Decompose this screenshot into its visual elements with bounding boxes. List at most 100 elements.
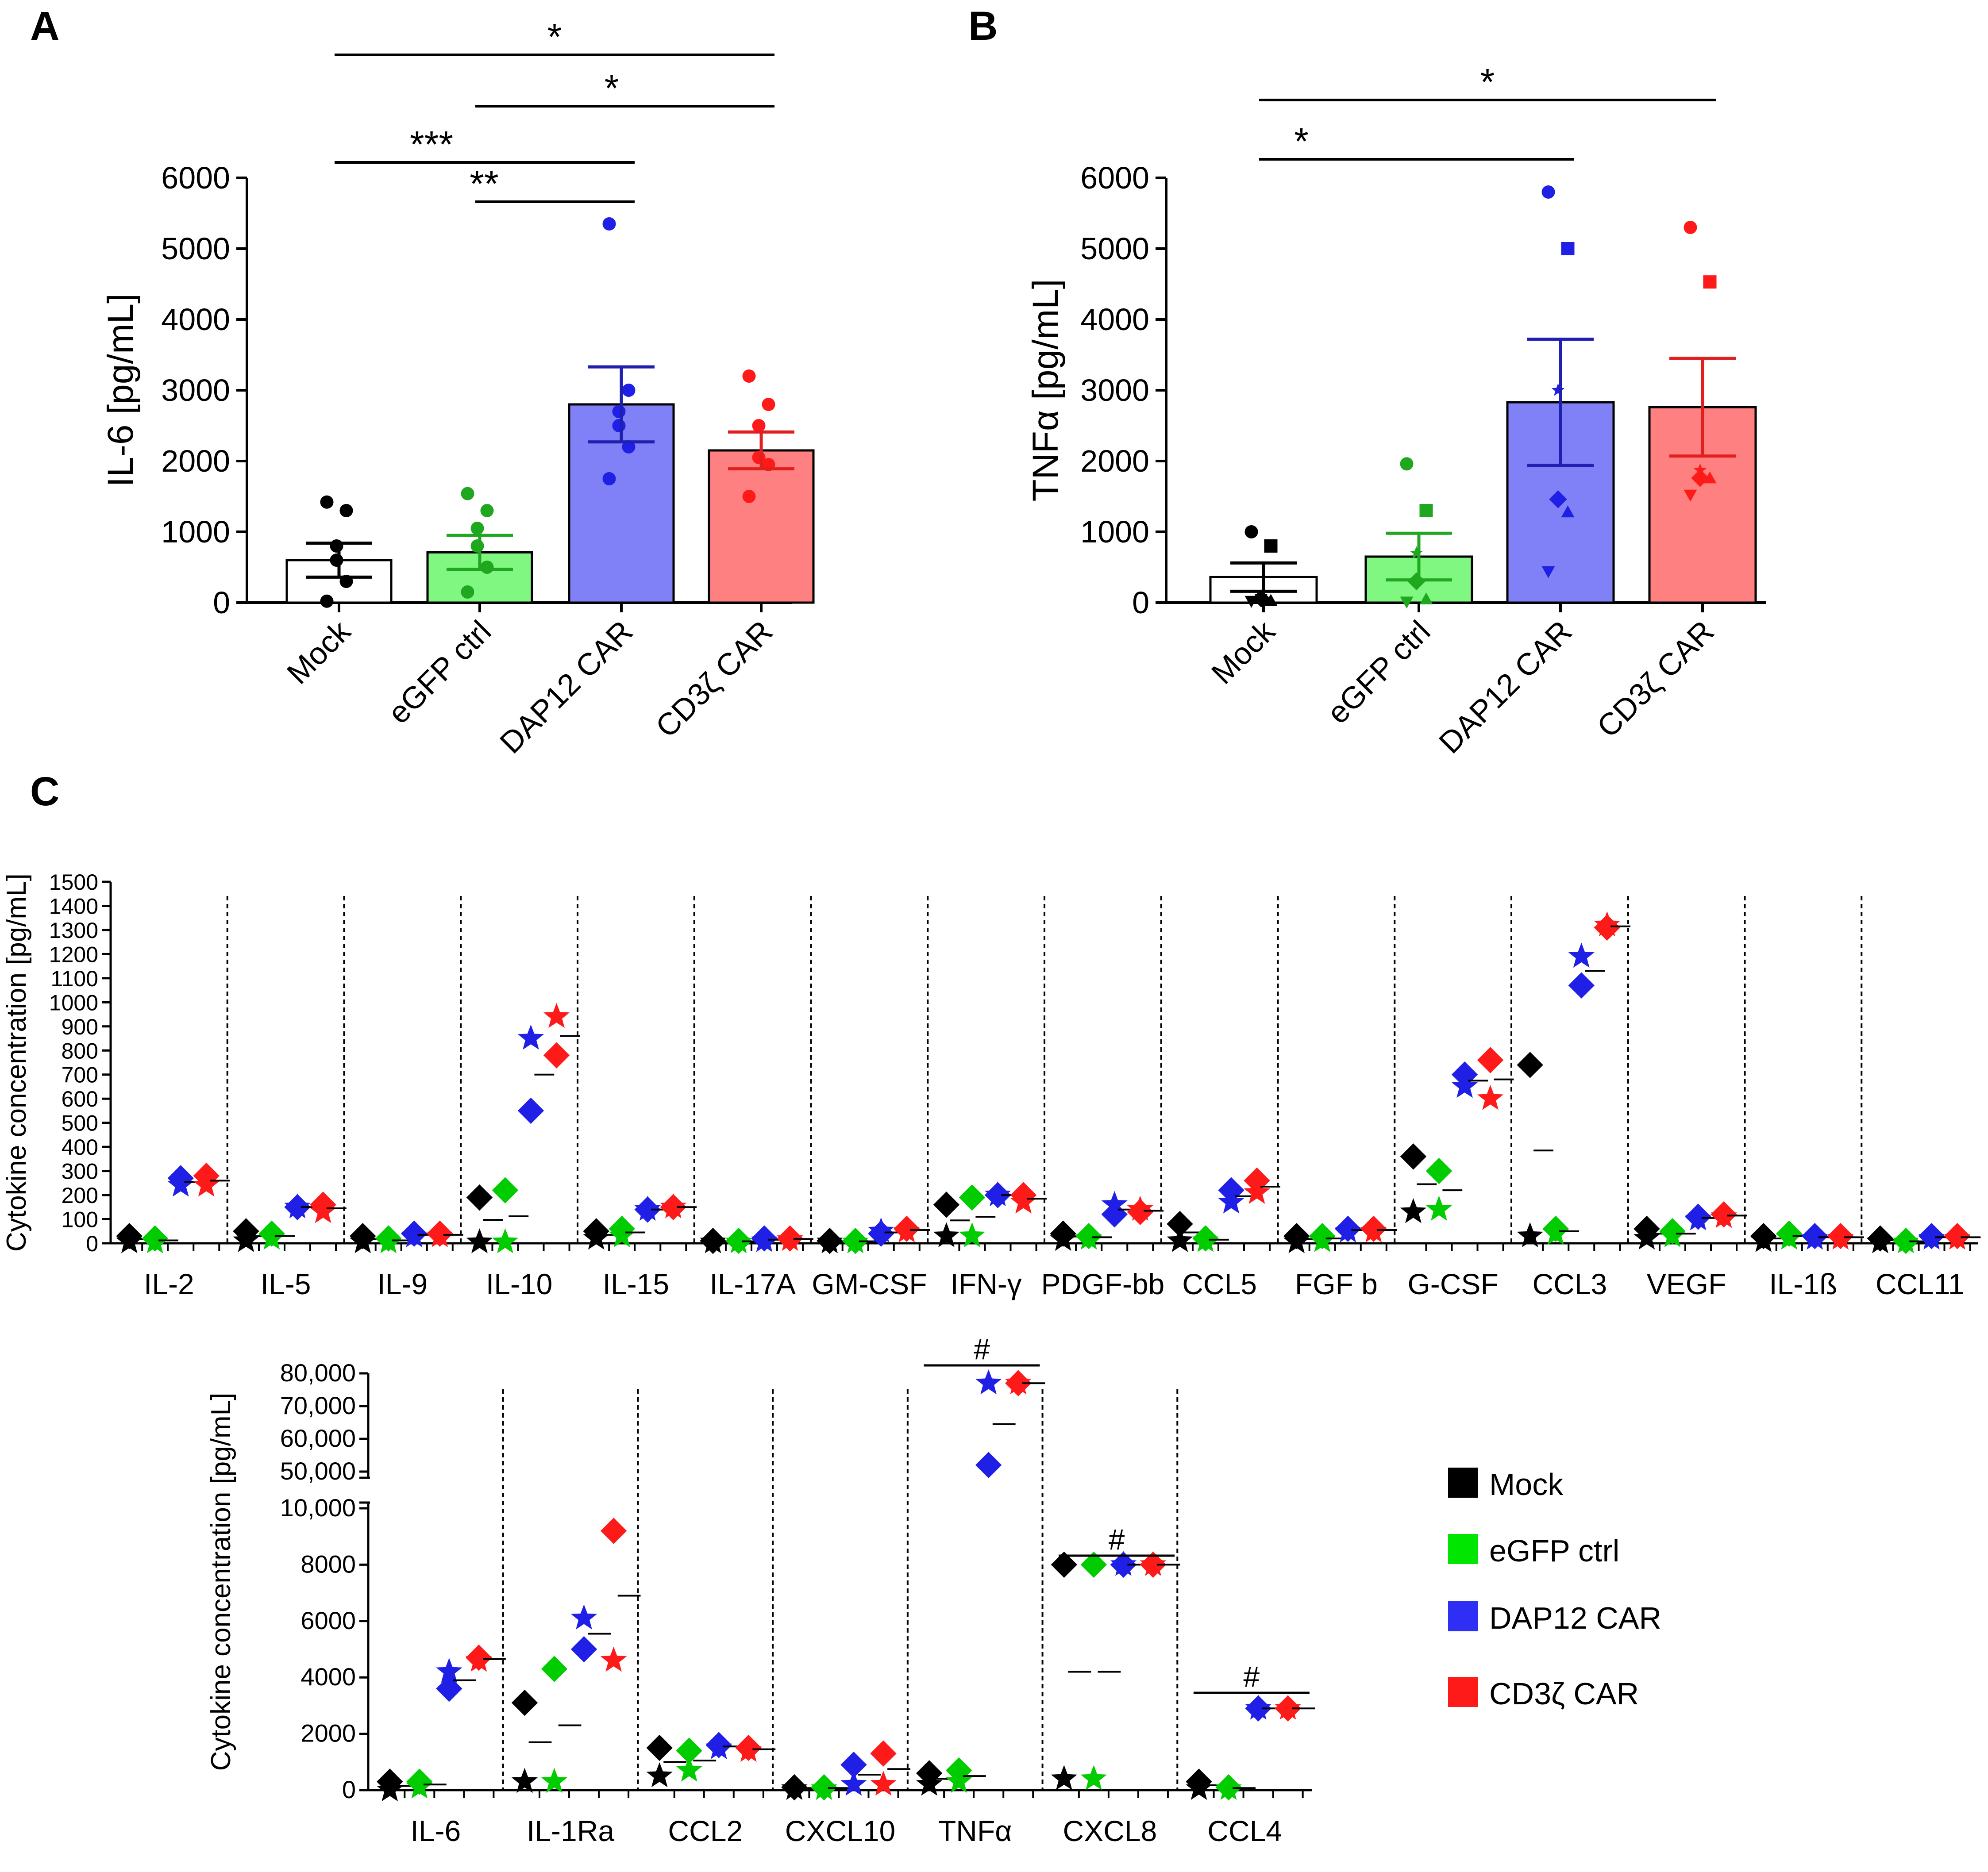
y-axis-label: IL-6 [pg/mL] xyxy=(100,293,141,487)
star-point xyxy=(1010,1188,1037,1214)
data-point xyxy=(742,490,756,503)
panel-c-bottom: Cytokine concentration [pg/mL] 0 2000 4000 6… xyxy=(206,1333,1315,1847)
star-point xyxy=(1244,1179,1270,1204)
star-point xyxy=(466,1646,492,1672)
x-tick-label: TNFα xyxy=(938,1814,1012,1847)
legend-swatch xyxy=(1448,1601,1478,1631)
x-tick-label: G-CSF xyxy=(1407,1268,1498,1300)
star-point xyxy=(1075,1224,1102,1250)
star-point xyxy=(1309,1227,1336,1252)
star-point xyxy=(401,1222,428,1247)
star-point xyxy=(984,1181,1011,1207)
star-point xyxy=(1827,1224,1854,1250)
star-point xyxy=(1568,942,1595,968)
star-point xyxy=(1080,1765,1107,1790)
data-point xyxy=(1684,489,1697,502)
star-point xyxy=(1005,1369,1032,1395)
diamond-point xyxy=(1101,1201,1128,1228)
legend: Mock eGFP ctrl DAP12 CAR CD3ζ CAR xyxy=(1448,1467,1661,1711)
diamond-point xyxy=(646,1734,673,1761)
data-point xyxy=(330,539,343,553)
legend-label: DAP12 CAR xyxy=(1489,1601,1661,1635)
x-tick-label: GM-CSF xyxy=(812,1268,927,1300)
axis-break-gap xyxy=(363,1478,374,1503)
data-point xyxy=(1264,539,1278,553)
diamond-point xyxy=(541,1656,568,1682)
star-point xyxy=(167,1172,194,1197)
data-point xyxy=(752,419,766,432)
y-tick-label: 2000 xyxy=(161,444,230,478)
diamond-point xyxy=(933,1192,960,1218)
diamond-point xyxy=(436,1675,462,1702)
y-tick-label: 6000 xyxy=(301,1607,356,1634)
star-point xyxy=(492,1228,519,1253)
star-point xyxy=(1283,1228,1310,1253)
star-point xyxy=(1140,1551,1167,1576)
star-point xyxy=(705,1734,732,1759)
legend-swatch xyxy=(1448,1677,1478,1707)
x-tick-label: IL-15 xyxy=(603,1268,669,1300)
x-tick-label: IL-1ß xyxy=(1769,1268,1837,1300)
star-point xyxy=(1517,1222,1543,1247)
star-point xyxy=(817,1228,843,1253)
y-tick-label: 0 xyxy=(213,585,230,620)
star-point xyxy=(1750,1227,1777,1252)
data-point xyxy=(622,384,636,397)
legend-label: CD3ζ CAR xyxy=(1489,1676,1639,1711)
significance-label: * xyxy=(605,67,619,109)
data-point xyxy=(1419,592,1433,604)
star-point xyxy=(350,1228,376,1253)
y-tick-label: 500 xyxy=(62,1111,98,1136)
star-point xyxy=(541,1768,568,1793)
y-tick-label: 1000 xyxy=(49,990,98,1015)
diamond-point xyxy=(1167,1211,1193,1238)
significance-label: * xyxy=(1294,120,1309,162)
y-tick-label: 60,000 xyxy=(280,1424,356,1452)
legend-label: eGFP ctrl xyxy=(1489,1534,1619,1568)
data-point xyxy=(1419,504,1433,517)
y-tick-label: 8000 xyxy=(301,1550,356,1578)
star-point xyxy=(840,1771,867,1796)
star-point xyxy=(751,1227,778,1252)
x-tick-label: IL-10 xyxy=(486,1268,552,1300)
star-point xyxy=(725,1228,752,1253)
y-tick-label: 50,000 xyxy=(280,1457,356,1485)
bar xyxy=(708,449,815,604)
diamond-point xyxy=(1568,972,1595,999)
y-tick-label: 900 xyxy=(62,1015,98,1039)
data-point xyxy=(1684,221,1697,234)
star-point xyxy=(1167,1227,1193,1252)
data-point xyxy=(612,405,626,418)
data-point xyxy=(622,440,636,454)
diamond-point xyxy=(676,1737,702,1764)
data-point xyxy=(1551,383,1565,396)
y-tick-label: 100 xyxy=(62,1207,98,1232)
y-tick-label: 3000 xyxy=(1080,373,1149,407)
star-point xyxy=(600,1646,627,1672)
star-point xyxy=(1892,1228,1919,1253)
x-tick-label: CCL3 xyxy=(1533,1268,1607,1300)
y-tick-label: 10,000 xyxy=(280,1494,356,1522)
star-point xyxy=(1542,1220,1569,1245)
x-tick-label: FGF b xyxy=(1295,1268,1378,1300)
y-tick-label: 0 xyxy=(86,1231,98,1256)
star-point xyxy=(975,1369,1002,1395)
data-point xyxy=(602,217,616,231)
star-point xyxy=(933,1222,960,1247)
y-tick-label: 5000 xyxy=(161,231,230,266)
star-point xyxy=(427,1222,453,1247)
x-tick-label: IL-9 xyxy=(378,1268,428,1300)
star-point xyxy=(700,1228,726,1253)
data-point xyxy=(1549,490,1567,508)
star-point xyxy=(377,1776,403,1802)
legend-swatch xyxy=(1448,1534,1478,1564)
y-tick-label: 600 xyxy=(62,1087,98,1111)
diamond-point xyxy=(870,1740,897,1767)
star-point xyxy=(142,1228,168,1253)
y-tick-label: 4000 xyxy=(1080,302,1149,337)
data-point xyxy=(320,594,334,608)
y-axis-label: Cytokine concentration [pg/mL] xyxy=(206,1393,236,1771)
data-point xyxy=(1244,596,1258,608)
y-tick-label: 1000 xyxy=(161,515,230,549)
data-point xyxy=(1400,457,1414,471)
